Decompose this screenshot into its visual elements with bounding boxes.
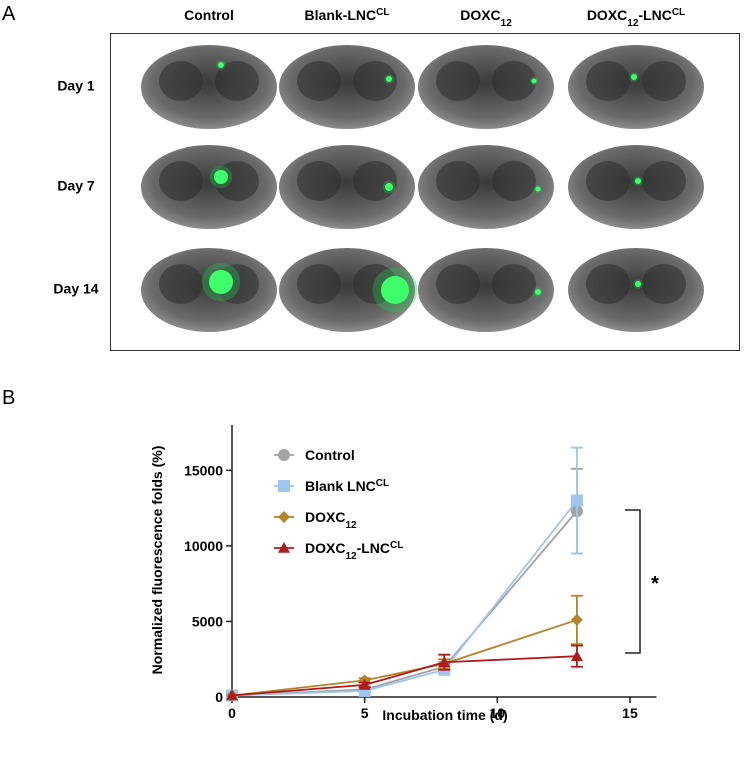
- brain-hemisphere: [297, 161, 341, 201]
- significance-bracket: [625, 509, 641, 654]
- marker: [226, 689, 238, 701]
- fluorescence-spot: [535, 289, 541, 295]
- brain-hemisphere: [586, 161, 630, 201]
- text-part: 12: [627, 18, 639, 29]
- text-part: 12: [345, 520, 357, 531]
- fluorescence-spot: [535, 186, 541, 192]
- brain-hemisphere: [586, 264, 630, 304]
- brain-hemisphere: [492, 161, 536, 201]
- x-tick-label: 5: [361, 705, 369, 721]
- fluorescence-spot: [531, 78, 537, 84]
- fluorescence-spot: [635, 281, 641, 287]
- fluorescence-spot: [386, 76, 392, 82]
- series-line: [231, 655, 577, 697]
- panel-letter: A: [2, 3, 16, 25]
- brain-hemisphere: [492, 61, 536, 101]
- y-tick-label: 15000: [184, 462, 223, 478]
- column-label: Blank-LNCCL: [305, 7, 390, 24]
- text-part: DOXC: [460, 7, 500, 23]
- fluorescence-spot: [214, 170, 228, 184]
- text-part: -LNC: [638, 7, 671, 23]
- legend-label: DOXC12: [305, 509, 357, 531]
- legend-marker: [278, 480, 290, 492]
- brain-hemisphere: [159, 264, 203, 304]
- brain-hemisphere: [215, 61, 259, 101]
- text-part: Blank LNC: [305, 478, 376, 494]
- legend-label: Blank LNCCL: [305, 478, 389, 495]
- series-line: [231, 510, 578, 697]
- brain-hemisphere: [436, 264, 480, 304]
- series-line: [231, 500, 578, 697]
- marker: [570, 613, 583, 626]
- row-label: Day 14: [53, 281, 98, 297]
- fluorescence-spot: [631, 74, 637, 80]
- brain-hemisphere: [159, 61, 203, 101]
- brain-hemisphere: [215, 161, 259, 201]
- y-tick-label: 10000: [184, 538, 223, 554]
- significance-mark: *: [651, 573, 659, 595]
- x-tick-label: 0: [228, 705, 236, 721]
- fluorescence-spot: [218, 62, 224, 68]
- text-part: DOXC: [305, 509, 345, 525]
- brain-hemisphere: [353, 161, 397, 201]
- brain-hemisphere: [353, 61, 397, 101]
- column-label: DOXC12: [460, 7, 512, 29]
- text-part: CL: [376, 7, 389, 18]
- legend-label: Control: [305, 447, 355, 463]
- y-axis-label: Normalized fluorescence folds (%): [149, 446, 165, 675]
- marker: [570, 494, 583, 507]
- text-part: 12: [501, 18, 513, 29]
- brain-hemisphere: [492, 264, 536, 304]
- legend-marker: [278, 449, 290, 461]
- brain-hemisphere: [436, 61, 480, 101]
- brain-hemisphere: [159, 161, 203, 201]
- x-tick-label: 10: [490, 705, 506, 721]
- text-part: CL: [390, 540, 403, 551]
- legend-marker: [278, 511, 290, 523]
- legend-label: DOXC12-LNCCL: [305, 540, 403, 562]
- fluorescence-spot: [635, 178, 641, 184]
- text-part: -LNC: [357, 540, 390, 556]
- y-tick-label: 0: [215, 689, 223, 705]
- text-part: Control: [184, 7, 234, 23]
- row-label: Day 1: [57, 78, 95, 94]
- brain-hemisphere: [642, 264, 686, 304]
- text-part: CL: [376, 478, 389, 489]
- text-part: DOXC: [305, 540, 345, 556]
- fluorescence-spot: [209, 270, 233, 294]
- text-part: CL: [672, 7, 685, 18]
- text-part: Control: [305, 447, 355, 463]
- brain-hemisphere: [436, 161, 480, 201]
- marker: [438, 656, 451, 668]
- column-label: Control: [184, 7, 234, 23]
- brain-hemisphere: [586, 61, 630, 101]
- fluorescence-spot: [385, 183, 393, 191]
- brain-hemisphere: [642, 61, 686, 101]
- brain-hemisphere: [297, 264, 341, 304]
- x-tick-label: 15: [622, 705, 638, 721]
- brain-hemisphere: [297, 61, 341, 101]
- legend-marker: [278, 542, 290, 553]
- column-label: DOXC12-LNCCL: [587, 7, 685, 29]
- x-axis-label: Incubation time (d): [382, 707, 507, 723]
- row-label: Day 7: [57, 178, 95, 194]
- text-part: 12: [345, 551, 357, 562]
- text-part: DOXC: [587, 7, 627, 23]
- text-part: Blank-LNC: [305, 7, 377, 23]
- panel-letter: B: [2, 387, 15, 409]
- series-line: [231, 619, 578, 697]
- brain-hemisphere: [642, 161, 686, 201]
- fluorescence-spot: [381, 276, 409, 304]
- marker: [358, 678, 371, 690]
- marker: [570, 650, 583, 661]
- y-tick-label: 5000: [192, 613, 223, 629]
